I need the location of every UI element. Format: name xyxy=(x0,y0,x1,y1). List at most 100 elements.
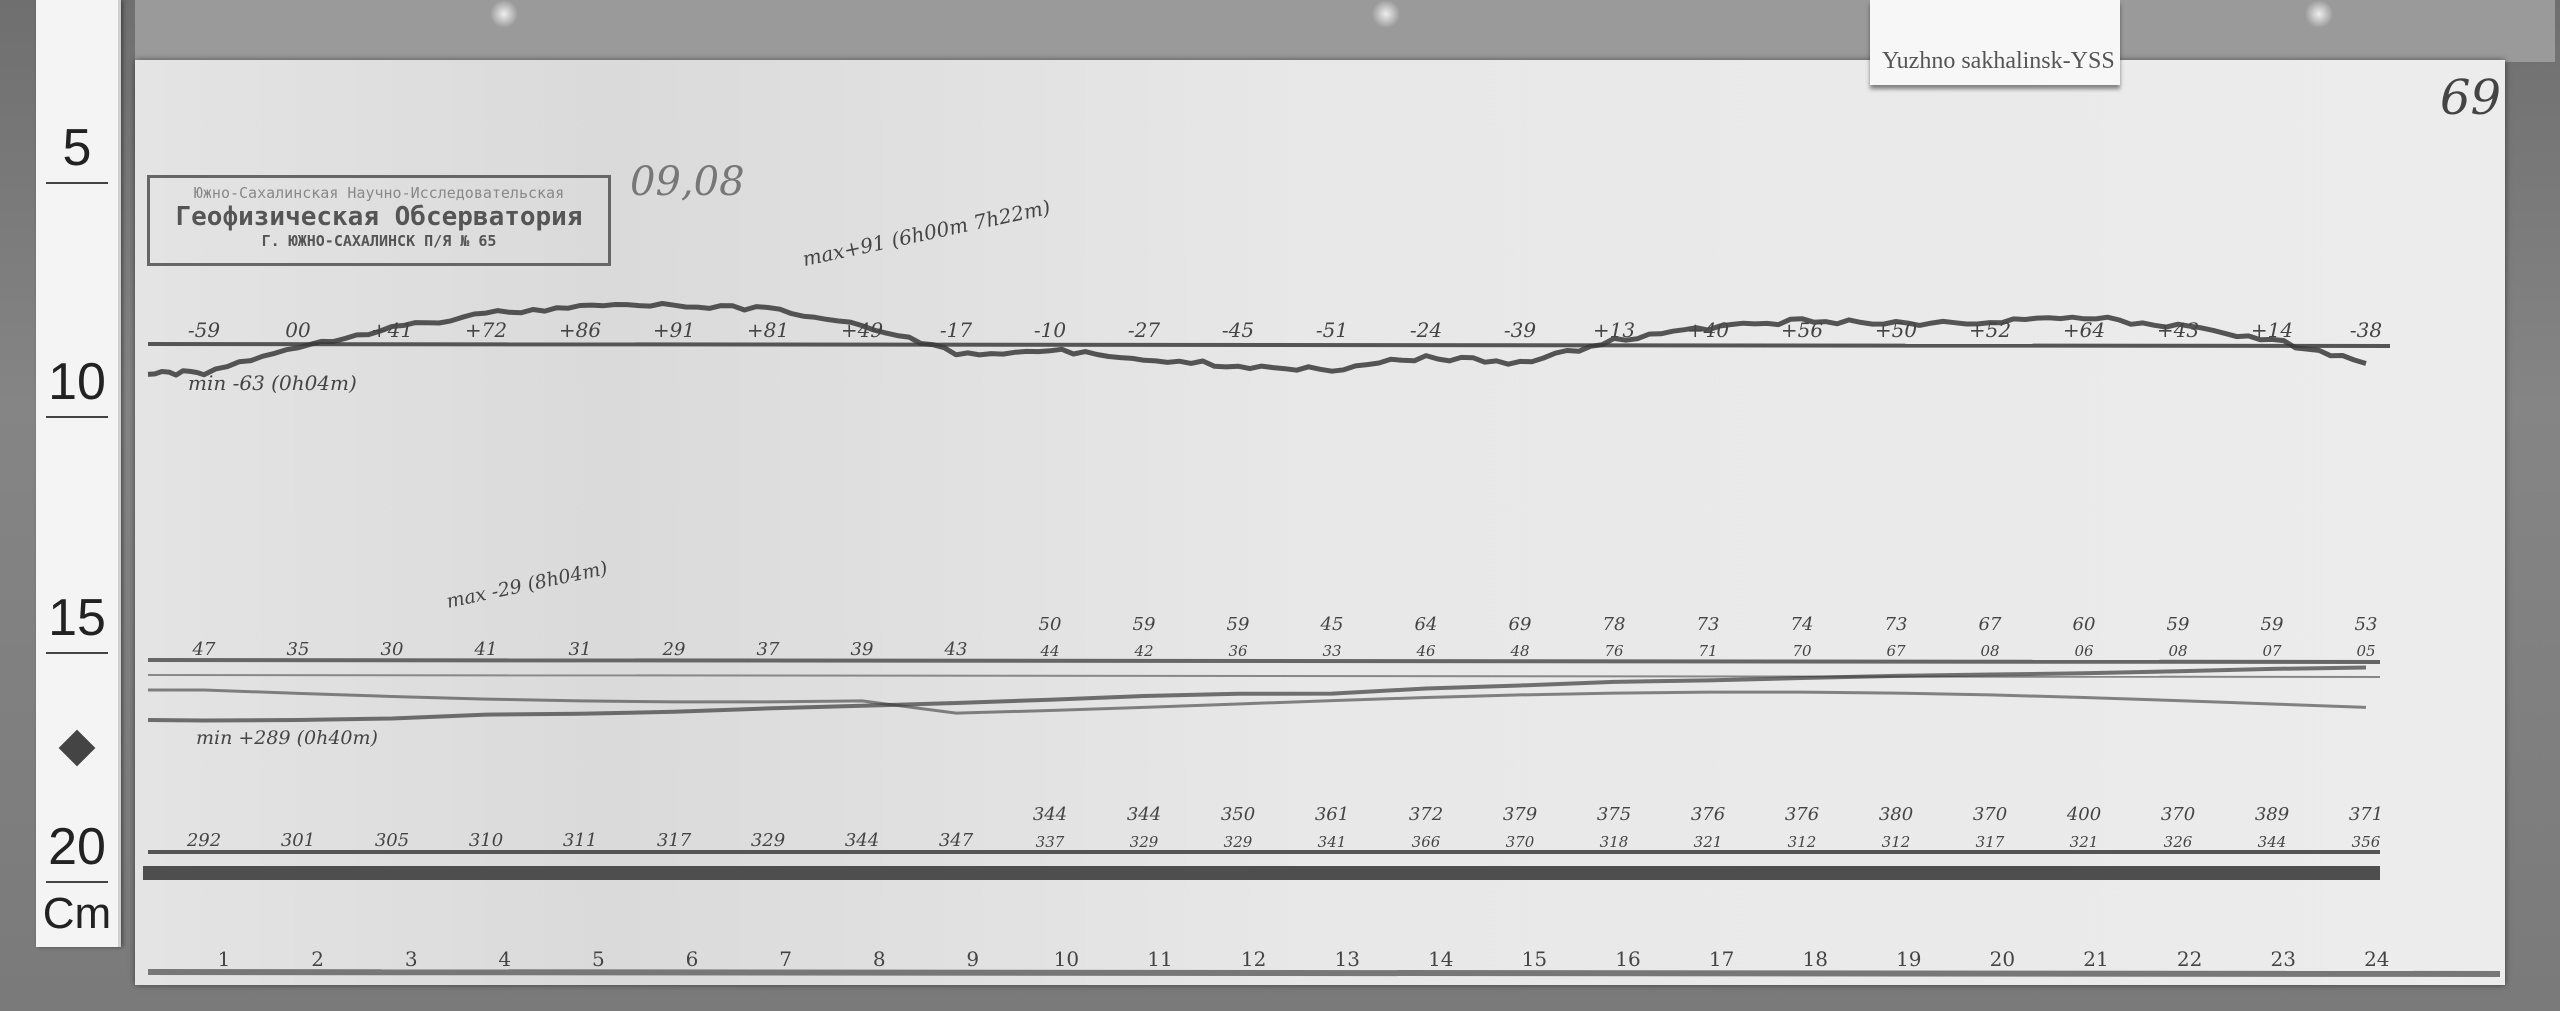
trace-top-hour-label: +56 xyxy=(1781,318,1823,342)
trace-top-hour-label: -17 xyxy=(940,318,972,342)
trace-top-hour-label: +13 xyxy=(1593,318,1635,342)
trace-mid-hour-label: 59 xyxy=(1227,614,1250,635)
trace-mid-hour-label: 67 xyxy=(1979,614,2002,635)
trace-mid-secondary-label: 71 xyxy=(1698,642,1717,660)
trace-mid-secondary-label: 07 xyxy=(2262,642,2282,660)
trace-bottom-secondary-label: 318 xyxy=(1600,833,1629,851)
trace-top-hour-label: -45 xyxy=(1222,318,1254,342)
trace-mid-hour-label: 69 xyxy=(1509,614,1532,635)
trace-bottom-hour-label: 329 xyxy=(751,830,785,851)
station-tag: Yuzhno sakhalinsk-YSS xyxy=(1870,0,2120,85)
trace-mid-1 xyxy=(147,665,2367,723)
trace-mid-secondary-label: 44 xyxy=(1039,642,1059,660)
trace-bottom-hour-label: 350 xyxy=(1221,804,1255,825)
trace-top-hour-label: +52 xyxy=(1969,318,2011,342)
trace-bottom-hour-label: 375 xyxy=(1597,804,1631,825)
trace-bottom-hour-label: 376 xyxy=(1785,804,1819,825)
trace-bottom-secondary-label: 321 xyxy=(2070,833,2099,851)
ruler-tick xyxy=(46,416,108,418)
trace-mid-secondary-label: 42 xyxy=(1133,642,1153,660)
trace-top-hour-label: +91 xyxy=(653,318,695,342)
hour-tick-label: 14 xyxy=(1428,947,1453,971)
baseline-mid-2 xyxy=(147,674,2381,678)
hour-tick-label: 13 xyxy=(1334,947,1359,971)
ruler-mark: 15 xyxy=(48,589,106,647)
trace-mid-secondary-label: 70 xyxy=(1792,642,1812,660)
trace-top-hour-label: -24 xyxy=(1410,318,1442,342)
trace-mid-hour-label: 78 xyxy=(1603,614,1626,635)
trace-bottom-hour-label: 376 xyxy=(1691,804,1725,825)
trace-mid-hour-label: 29 xyxy=(662,639,686,660)
ruler-mark: 10 xyxy=(48,353,106,411)
hour-tick-label: 11 xyxy=(1147,947,1172,971)
trace-mid-secondary-label: 08 xyxy=(1980,642,1999,660)
trace-mid-hour-label: 30 xyxy=(381,639,404,660)
trace-bottom-secondary-label: 366 xyxy=(1412,833,1441,851)
hour-tick-label: 7 xyxy=(779,947,792,971)
trace-mid-hour-label: 41 xyxy=(474,639,498,660)
trace-mid-hour-label: 74 xyxy=(1791,614,1814,635)
baseline-mid xyxy=(147,658,2381,664)
hour-tick-label: 20 xyxy=(1990,947,2015,971)
trace-mid-hour-label: 37 xyxy=(757,639,780,660)
trace-mid-secondary-label: 67 xyxy=(1886,642,1906,660)
trace-bottom-secondary-label: 317 xyxy=(1976,833,2005,851)
trace-bottom-hour-label: 311 xyxy=(563,830,597,851)
trace-bottom-hour-label: 310 xyxy=(469,830,503,851)
trace-mid-2 xyxy=(148,688,2367,715)
hour-tick-label: 16 xyxy=(1615,947,1640,971)
trace-bottom-hour-label: 305 xyxy=(375,830,409,851)
hour-tick-label: 19 xyxy=(1896,947,1921,971)
hour-tick-label: 23 xyxy=(2270,947,2295,971)
hour-tick-label: 1 xyxy=(218,947,231,971)
trace-bottom-hour-label: 370 xyxy=(1973,804,2007,825)
screw-icon xyxy=(490,0,518,28)
ruler-tick xyxy=(46,881,108,883)
hour-tick-label: 15 xyxy=(1522,947,1547,971)
trace-bottom-secondary-label: 341 xyxy=(1318,833,1347,851)
trace-bottom-secondary-label: 337 xyxy=(1036,833,1065,851)
trace-mid-hour-label: 47 xyxy=(192,639,216,660)
magnetogram-sheet xyxy=(135,60,2505,985)
hour-tick-label: 22 xyxy=(2177,947,2202,971)
trace-mid-secondary-label: 48 xyxy=(1509,642,1529,660)
trace-mid-hour-label: 53 xyxy=(2355,614,2378,635)
hour-tick-label: 4 xyxy=(498,947,511,971)
trace-bottom-hour-label: 317 xyxy=(657,830,692,851)
trace-bottom-secondary-label: 329 xyxy=(1224,833,1253,851)
trace-bottom-hour-label: 344 xyxy=(1127,804,1161,825)
trace-mid-hour-label: 73 xyxy=(1885,614,1908,635)
observatory-stamp: Южно-Сахалинская Научно-Исследовательска… xyxy=(147,175,611,266)
stamp-line: Г. ЮЖНО-САХАЛИНСК П/Я № 65 xyxy=(261,232,497,250)
trace-mid-hour-label: 39 xyxy=(851,639,874,660)
trace-top-hour-label: +41 xyxy=(371,318,413,342)
trace-bottom-hour-label: 292 xyxy=(186,830,221,851)
ruler-tick xyxy=(46,182,108,184)
trace-bottom-secondary-label: 356 xyxy=(2352,833,2381,851)
trace-top-hour-label: +14 xyxy=(2251,318,2293,342)
mounting-clip xyxy=(135,0,2555,62)
trace-mid-hour-label: 35 xyxy=(287,639,310,660)
trace-bottom-secondary-label: 321 xyxy=(1694,833,1723,851)
trace-bottom-secondary-label: 312 xyxy=(1882,833,1911,851)
trace-top-hour-label: -39 xyxy=(1504,318,1536,342)
trace-bottom-hour-label: 371 xyxy=(2349,804,2383,825)
ruler-unit: Cm xyxy=(42,889,112,938)
trace-bottom-hour-label: 372 xyxy=(1409,804,1443,825)
trace-bottom-secondary-label: 344 xyxy=(2258,833,2287,851)
trace-top-hour-label: -51 xyxy=(1316,318,1348,342)
thick-reference-bar xyxy=(143,866,2380,880)
trace-mid-hour-label: 31 xyxy=(569,639,592,660)
hour-tick-label: 3 xyxy=(405,947,418,971)
trace-bottom-secondary-label: 312 xyxy=(1788,833,1817,851)
hour-tick-label: 9 xyxy=(966,947,979,971)
trace-top-hour-label: +40 xyxy=(1687,318,1729,342)
trace-bottom-hour-label: 380 xyxy=(1879,804,1913,825)
trace-top-hour-label: -27 xyxy=(1128,318,1160,342)
trace-mid-hour-label: 59 xyxy=(2261,614,2284,635)
mid-min-note: min +289 (0h40m) xyxy=(196,727,378,749)
trace-mid-hour-label: 73 xyxy=(1697,614,1720,635)
trace-bottom-hour-label: 344 xyxy=(1033,804,1067,825)
station-label: Yuzhno sakhalinsk-YSS xyxy=(1882,48,2115,74)
